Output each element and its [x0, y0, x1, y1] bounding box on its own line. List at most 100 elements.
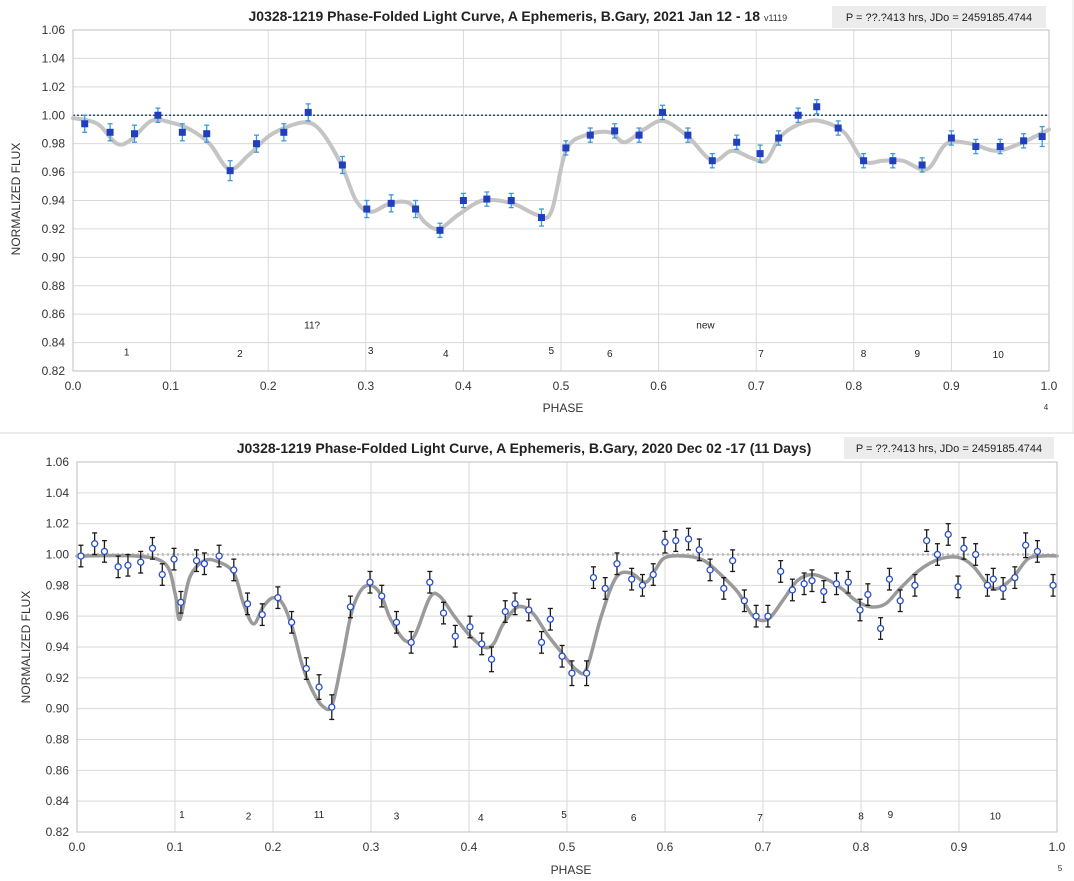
point-marker [525, 606, 533, 614]
data-point [226, 160, 234, 182]
data-point [933, 543, 942, 566]
data-point [844, 570, 852, 594]
data-point [439, 601, 448, 625]
point-marker [684, 535, 693, 543]
data-point [813, 98, 821, 115]
point-marker [684, 131, 692, 139]
point-marker [511, 600, 519, 608]
data-point [407, 630, 415, 654]
data-point [684, 527, 693, 551]
data-point [800, 572, 808, 596]
data-point [77, 544, 85, 568]
point-marker [638, 581, 647, 589]
x-tick-label: 0.7 [755, 840, 772, 854]
point-marker [392, 618, 401, 626]
y-tick-label: 0.90 [42, 250, 66, 264]
point-marker [788, 586, 797, 594]
y-tick-label: 0.94 [42, 194, 66, 208]
data-point [989, 567, 997, 591]
point-marker [876, 624, 885, 633]
y-tick-label: 0.98 [46, 578, 70, 592]
point-marker [708, 157, 716, 165]
point-marker [466, 623, 474, 631]
point-marker [589, 573, 598, 582]
point-marker [752, 612, 760, 620]
point-marker [226, 167, 234, 175]
fit-curve [75, 553, 1059, 712]
segment-label: 4 [478, 813, 484, 824]
point-marker [478, 640, 486, 648]
data-point [158, 563, 166, 586]
point-marker [412, 205, 420, 213]
point-marker [972, 143, 980, 151]
data-point [684, 127, 692, 143]
point-marker [740, 597, 749, 605]
data-point [537, 630, 546, 654]
point-marker [582, 669, 591, 677]
plot-frame [72, 29, 1050, 372]
gridlines [76, 461, 1058, 833]
y-tick-label: 1.04 [46, 486, 70, 500]
point-marker [459, 197, 467, 204]
data-point [706, 558, 714, 582]
segment-label: 2 [246, 812, 252, 823]
data-point [775, 130, 783, 146]
point-marker [889, 157, 897, 165]
data-point [287, 610, 296, 634]
point-marker [613, 560, 621, 568]
data-point [740, 589, 749, 613]
x-tick-label: 0.7 [748, 379, 765, 393]
point-marker [304, 108, 312, 116]
data-point [436, 222, 444, 239]
data-point [148, 536, 157, 560]
segment-label: 3 [368, 346, 374, 357]
data-point [258, 603, 266, 627]
x-tick-label: 0.5 [553, 379, 570, 393]
x-tick-label: 0.8 [845, 379, 862, 393]
x-tick-label: 0.9 [951, 840, 968, 854]
data-point [466, 615, 474, 639]
point-marker [178, 128, 186, 136]
data-point [638, 573, 647, 597]
y-tick-label: 0.86 [42, 307, 66, 321]
point-marker [820, 587, 828, 596]
x-axis-label: PHASE [543, 401, 584, 415]
data-point [999, 576, 1007, 600]
data-point [720, 576, 728, 600]
point-marker [844, 578, 852, 586]
y-tick-label: 0.92 [42, 222, 66, 236]
point-marker [954, 583, 962, 591]
corner-label: 4 [1044, 403, 1049, 412]
chart-title: J0328-1219 Phase-Folded Light Curve, A E… [249, 8, 761, 24]
y-tick-label: 0.94 [46, 640, 70, 654]
point-marker [100, 547, 109, 556]
data-point [582, 660, 591, 687]
data-point [203, 124, 211, 143]
point-marker [911, 581, 919, 589]
x-tick-label: 0.0 [65, 379, 82, 393]
point-marker [989, 575, 997, 583]
data-point [177, 590, 185, 614]
data-point [200, 552, 209, 576]
data-point [511, 592, 519, 616]
data-point [114, 555, 122, 579]
data-point [589, 566, 598, 590]
data-point [601, 576, 609, 600]
data-point [315, 674, 323, 701]
data-point [896, 589, 904, 613]
point-marker [90, 540, 99, 548]
point-marker [611, 127, 619, 135]
point-marker [81, 120, 89, 128]
data-point [672, 529, 680, 553]
point-marker [733, 138, 741, 146]
chart-title: J0328-1219 Phase-Folded Light Curve, A E… [237, 440, 812, 456]
point-marker [775, 134, 783, 142]
point-marker [944, 530, 952, 539]
y-tick-label: 1.06 [42, 23, 66, 37]
data-point [788, 578, 797, 602]
data-point [695, 538, 703, 562]
data-point [733, 134, 741, 151]
point-marker [649, 570, 657, 579]
data-point [820, 580, 828, 603]
